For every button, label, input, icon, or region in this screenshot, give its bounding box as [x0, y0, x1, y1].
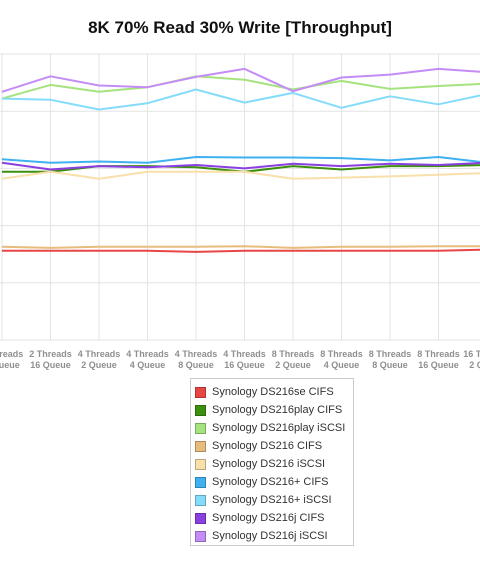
series-line-3 [1, 75, 480, 100]
legend-item[interactable]: Synology DS216+ iSCSI [195, 491, 353, 509]
x-tick-label: 8 Threads [320, 349, 363, 359]
x-tick-label: 8 Threads [417, 349, 460, 359]
x-tick-label: 4 Queue [324, 360, 360, 370]
x-tick-label: 8 Threads [369, 349, 412, 359]
legend-swatch [195, 494, 206, 506]
legend-item[interactable]: Synology DS216play iSCSI [195, 419, 353, 437]
legend-item[interactable]: Synology DS216j CIFS [195, 509, 353, 527]
series-line-5 [1, 170, 480, 180]
legend-swatch [195, 530, 206, 542]
legend-label: Synology DS216play CIFS [212, 404, 343, 416]
x-tick-label: 8 Queue [178, 360, 214, 370]
chart-title: 8K 70% Read 30% Write [Throughput] [88, 18, 392, 37]
grid-layer [0, 53, 480, 341]
legend-item[interactable]: Synology DS216se CIFS [195, 383, 353, 401]
series-layer [1, 67, 480, 253]
legend-label: Synology DS216 CIFS [212, 440, 323, 452]
series-line-8 [1, 161, 480, 171]
x-tick-label: 8 Queue [0, 360, 20, 370]
legend-label: Synology DS216j CIFS [212, 512, 325, 524]
legend-swatch [195, 458, 206, 470]
legend-item[interactable]: Synology DS216 iSCSI [195, 455, 353, 473]
series-line-6 [1, 156, 480, 164]
x-tick-label: 4 Queue [130, 360, 166, 370]
x-tick-label: 16 Queue [224, 360, 265, 370]
x-tick-label: 2 Threads [29, 349, 72, 359]
x-tick-label: 16 Threads [463, 349, 480, 359]
legend-label: Synology DS216+ iSCSI [212, 494, 332, 506]
x-tick-label: 2 Queue [81, 360, 117, 370]
legend-swatch [195, 440, 206, 452]
series-line-4 [1, 245, 480, 249]
x-tick-label: 8 Queue [372, 360, 408, 370]
x-tick-label: 8 Threads [272, 349, 315, 359]
x-tick-label: 4 Threads [78, 349, 121, 359]
legend-swatch [195, 512, 206, 524]
x-tick-label: 4 Threads [223, 349, 266, 359]
x-tick-label: 2 Queue [275, 360, 311, 370]
legend-label: Synology DS216+ CIFS [212, 476, 329, 488]
legend-item[interactable]: Synology DS216+ CIFS [195, 473, 353, 491]
legend-item[interactable]: Synology DS216 CIFS [195, 437, 353, 455]
x-tick-label: 16 Queue [30, 360, 71, 370]
series-line-9 [1, 67, 480, 93]
legend-item[interactable]: Synology DS216play CIFS [195, 401, 353, 419]
legend-swatch [195, 404, 206, 416]
legend: Synology DS216se CIFS Synology DS216play … [190, 378, 354, 546]
legend-swatch [195, 422, 206, 434]
x-tick-label: 2 Threads [0, 349, 23, 359]
series-line-7 [1, 88, 480, 111]
legend-label: Synology DS216 iSCSI [212, 458, 326, 470]
legend-label: Synology DS216play iSCSI [212, 422, 346, 434]
x-tick-label: 2 Queue [469, 360, 480, 370]
legend-label: Synology DS216j iSCSI [212, 530, 328, 542]
x-tick-label: 4 Threads [175, 349, 218, 359]
legend-swatch [195, 386, 206, 398]
legend-swatch [195, 476, 206, 488]
legend-label: Synology DS216se CIFS [212, 386, 334, 398]
x-tick-label: 16 Queue [418, 360, 459, 370]
x-tick-label: 4 Threads [126, 349, 169, 359]
series-line-1 [2, 248, 480, 253]
legend-item[interactable]: Synology DS216j iSCSI [195, 527, 353, 545]
